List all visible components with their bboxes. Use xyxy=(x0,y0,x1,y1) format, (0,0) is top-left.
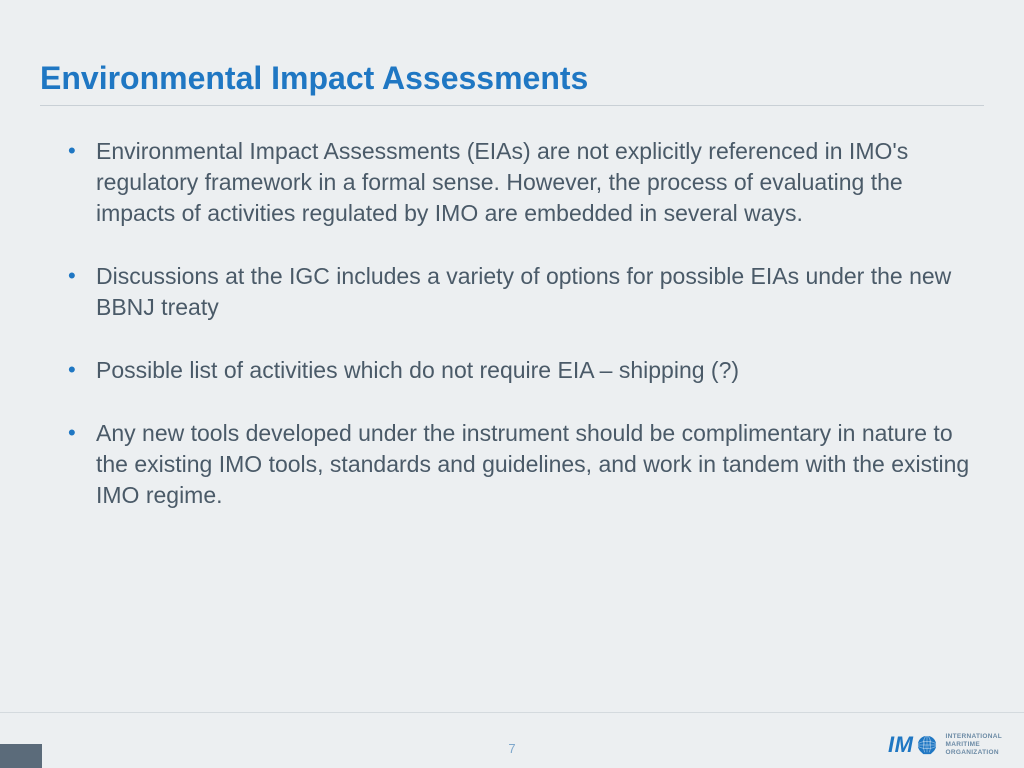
bullet-item: Possible list of activities which do not… xyxy=(68,355,984,386)
bullet-item: Discussions at the IGC includes a variet… xyxy=(68,261,984,323)
slide-title: Environmental Impact Assessments xyxy=(40,60,984,106)
imo-logo-mark: IM xyxy=(888,732,937,758)
tagline-line: INTERNATIONAL xyxy=(946,733,1003,741)
bullet-item: Any new tools developed under the instru… xyxy=(68,418,984,511)
tagline-line: ORGANIZATION xyxy=(946,749,1003,757)
slide-content: Environmental Impact Assessments (EIAs) … xyxy=(40,136,984,511)
imo-logo-text: IM xyxy=(888,732,913,758)
bullet-list: Environmental Impact Assessments (EIAs) … xyxy=(68,136,984,511)
imo-logo-tagline: INTERNATIONAL MARITIME ORGANIZATION xyxy=(946,733,1003,757)
bullet-item: Environmental Impact Assessments (EIAs) … xyxy=(68,136,984,229)
page-number: 7 xyxy=(0,741,1024,756)
tagline-line: MARITIME xyxy=(946,741,1003,749)
imo-logo: IM INTERNATIONAL MARITIME ORGANIZATION xyxy=(888,732,1002,758)
globe-icon xyxy=(916,734,938,756)
slide-footer: 7 IM INTERNATIONAL MARITIME ORGANIZATION xyxy=(0,712,1024,768)
slide: Environmental Impact Assessments Environ… xyxy=(0,0,1024,768)
